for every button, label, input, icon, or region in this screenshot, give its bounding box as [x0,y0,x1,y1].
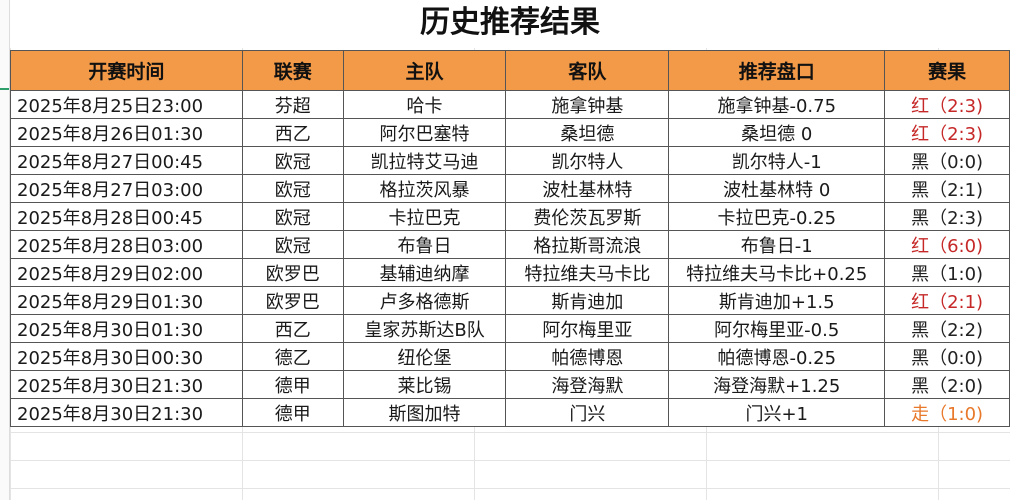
cell-result[interactable]: 黑（0:0) [884,146,1010,175]
cell-away[interactable]: 费伦茨瓦罗斯 [505,202,670,231]
page-title: 历史推荐结果 [10,0,1010,48]
header-away[interactable]: 客队 [505,50,670,91]
cell-home[interactable]: 卡拉巴克 [342,202,507,231]
cell-result[interactable]: 黑（2:0) [884,370,1010,399]
cell-time[interactable]: 2025年8月27日00:45 [10,146,243,175]
cell-home[interactable]: 布鲁日 [342,230,507,259]
cell-pick[interactable]: 卡拉巴克-0.25 [668,202,886,231]
table-row: 2025年8月26日01:30 西乙 阿尔巴塞特 桑坦德 桑坦德 0 红（2:3) [10,118,1010,147]
header-time[interactable]: 开赛时间 [10,50,243,91]
cell-time[interactable]: 2025年8月26日01:30 [10,118,243,147]
table-row: 2025年8月30日00:30 德乙 纽伦堡 帕德博恩 帕德博恩-0.25 黑（0:0) [10,342,1010,371]
cell-home[interactable]: 卢多格德斯 [342,286,507,315]
results-table: 开赛时间 联赛 主队 客队 推荐盘口 赛果 2025年8月25日23:00 芬超哈… [10,50,1010,427]
cell-home[interactable]: 哈卡 [342,90,507,119]
header-league[interactable]: 联赛 [241,50,344,91]
table-row: 2025年8月29日02:00 欧罗巴 基辅迪纳摩 特拉维夫马卡比 特拉维夫马卡比+0.… [10,258,1010,287]
cell-away[interactable]: 波杜基林特 [505,174,670,203]
cell-pick[interactable]: 海登海默+1.25 [668,370,886,399]
cell-league[interactable]: 西乙 [241,118,344,147]
cell-time[interactable]: 2025年8月29日01:30 [10,286,243,315]
table-row: 2025年8月29日01:30 欧罗巴 卢多格德斯 斯肯迪加 斯肯迪加+1.5 红（2:1… [10,286,1010,315]
cell-pick[interactable]: 波杜基林特 0 [668,174,886,203]
cell-home[interactable]: 纽伦堡 [342,342,507,371]
cell-time[interactable]: 2025年8月28日03:00 [10,230,243,259]
table-row: 2025年8月30日01:30 西乙 皇家苏斯达B队 阿尔梅里亚 阿尔梅里亚-0.5 黑（… [10,314,1010,343]
cell-result[interactable]: 红（2:3) [884,90,1010,119]
cell-home[interactable]: 斯图加特 [342,398,507,427]
cell-home[interactable]: 基辅迪纳摩 [342,258,507,287]
header-home[interactable]: 主队 [342,50,507,91]
cell-league[interactable]: 西乙 [241,314,344,343]
row-header-bar [0,0,10,500]
cell-away[interactable]: 桑坦德 [505,118,670,147]
cell-pick[interactable]: 门兴+1 [668,398,886,427]
cell-time[interactable]: 2025年8月29日02:00 [10,258,243,287]
table-row: 2025年8月28日00:45 欧冠 卡拉巴克 费伦茨瓦罗斯 卡拉巴克-0.25 黑（2:… [10,202,1010,231]
header-result[interactable]: 赛果 [884,50,1010,91]
cell-pick[interactable]: 凯尔特人-1 [668,146,886,175]
cell-league[interactable]: 德乙 [241,342,344,371]
cell-pick[interactable]: 施拿钟基-0.75 [668,90,886,119]
table-row: 2025年8月28日03:00 欧冠 布鲁日 格拉斯哥流浪 布鲁日-1 红（6:0) [10,230,1010,259]
cell-home[interactable]: 凯拉特艾马迪 [342,146,507,175]
cell-time[interactable]: 2025年8月30日00:30 [10,342,243,371]
cell-league[interactable]: 欧罗巴 [241,258,344,287]
cell-league[interactable]: 欧罗巴 [241,286,344,315]
cell-league[interactable]: 欧冠 [241,202,344,231]
cell-result[interactable]: 黑（0:0) [884,342,1010,371]
cell-home[interactable]: 莱比锡 [342,370,507,399]
cell-away[interactable]: 凯尔特人 [505,146,670,175]
cell-away[interactable]: 特拉维夫马卡比 [505,258,670,287]
cell-away[interactable]: 斯肯迪加 [505,286,670,315]
cell-league[interactable]: 德甲 [241,398,344,427]
cell-league[interactable]: 欧冠 [241,146,344,175]
cell-pick[interactable]: 帕德博恩-0.25 [668,342,886,371]
cell-home[interactable]: 格拉茨风暴 [342,174,507,203]
cell-result[interactable]: 黑（2:1) [884,174,1010,203]
cell-result[interactable]: 红（2:3) [884,118,1010,147]
cell-result[interactable]: 黑（2:2) [884,314,1010,343]
cell-home[interactable]: 皇家苏斯达B队 [342,314,507,343]
cell-result[interactable]: 走（1:0) [884,398,1010,427]
cell-league[interactable]: 芬超 [241,90,344,119]
cell-pick[interactable]: 布鲁日-1 [668,230,886,259]
cell-time[interactable]: 2025年8月30日21:30 [10,398,243,427]
cell-away[interactable]: 海登海默 [505,370,670,399]
table-row: 2025年8月27日00:45 欧冠 凯拉特艾马迪 凯尔特人 凯尔特人-1 黑（0:0) [10,146,1010,175]
cell-away[interactable]: 格拉斯哥流浪 [505,230,670,259]
cell-away[interactable]: 门兴 [505,398,670,427]
cell-league[interactable]: 欧冠 [241,174,344,203]
cell-result[interactable]: 红（6:0) [884,230,1010,259]
cell-time[interactable]: 2025年8月27日03:00 [10,174,243,203]
cell-home[interactable]: 阿尔巴塞特 [342,118,507,147]
cell-away[interactable]: 阿尔梅里亚 [505,314,670,343]
header-pick[interactable]: 推荐盘口 [668,50,886,91]
cell-time[interactable]: 2025年8月30日21:30 [10,370,243,399]
selection-marker [0,88,9,90]
table-row: 2025年8月30日21:30 德甲 莱比锡 海登海默 海登海默+1.25 黑（2:0) [10,370,1010,399]
cell-league[interactable]: 欧冠 [241,230,344,259]
cell-away[interactable]: 施拿钟基 [505,90,670,119]
table-row: 2025年8月30日21:30 德甲 斯图加特 门兴 门兴+1 走（1:0) [10,398,1010,427]
cell-pick[interactable]: 斯肯迪加+1.5 [668,286,886,315]
cell-pick[interactable]: 桑坦德 0 [668,118,886,147]
cell-pick[interactable]: 特拉维夫马卡比+0.25 [668,258,886,287]
cell-pick[interactable]: 阿尔梅里亚-0.5 [668,314,886,343]
cell-league[interactable]: 德甲 [241,370,344,399]
cell-result[interactable]: 黑（1:0) [884,258,1010,287]
cell-time[interactable]: 2025年8月25日23:00 [10,90,243,119]
cell-result[interactable]: 红（2:1) [884,286,1010,315]
cell-time[interactable]: 2025年8月30日01:30 [10,314,243,343]
cell-time[interactable]: 2025年8月28日00:45 [10,202,243,231]
header-row: 开赛时间 联赛 主队 客队 推荐盘口 赛果 [10,50,1010,91]
cell-away[interactable]: 帕德博恩 [505,342,670,371]
cell-result[interactable]: 黑（2:3) [884,202,1010,231]
table-row: 2025年8月25日23:00 芬超 哈卡 施拿钟基 施拿钟基-0.75 红（2:3) [10,90,1010,119]
table-row: 2025年8月27日03:00 欧冠 格拉茨风暴 波杜基林特 波杜基林特 0 黑（2:1) [10,174,1010,203]
